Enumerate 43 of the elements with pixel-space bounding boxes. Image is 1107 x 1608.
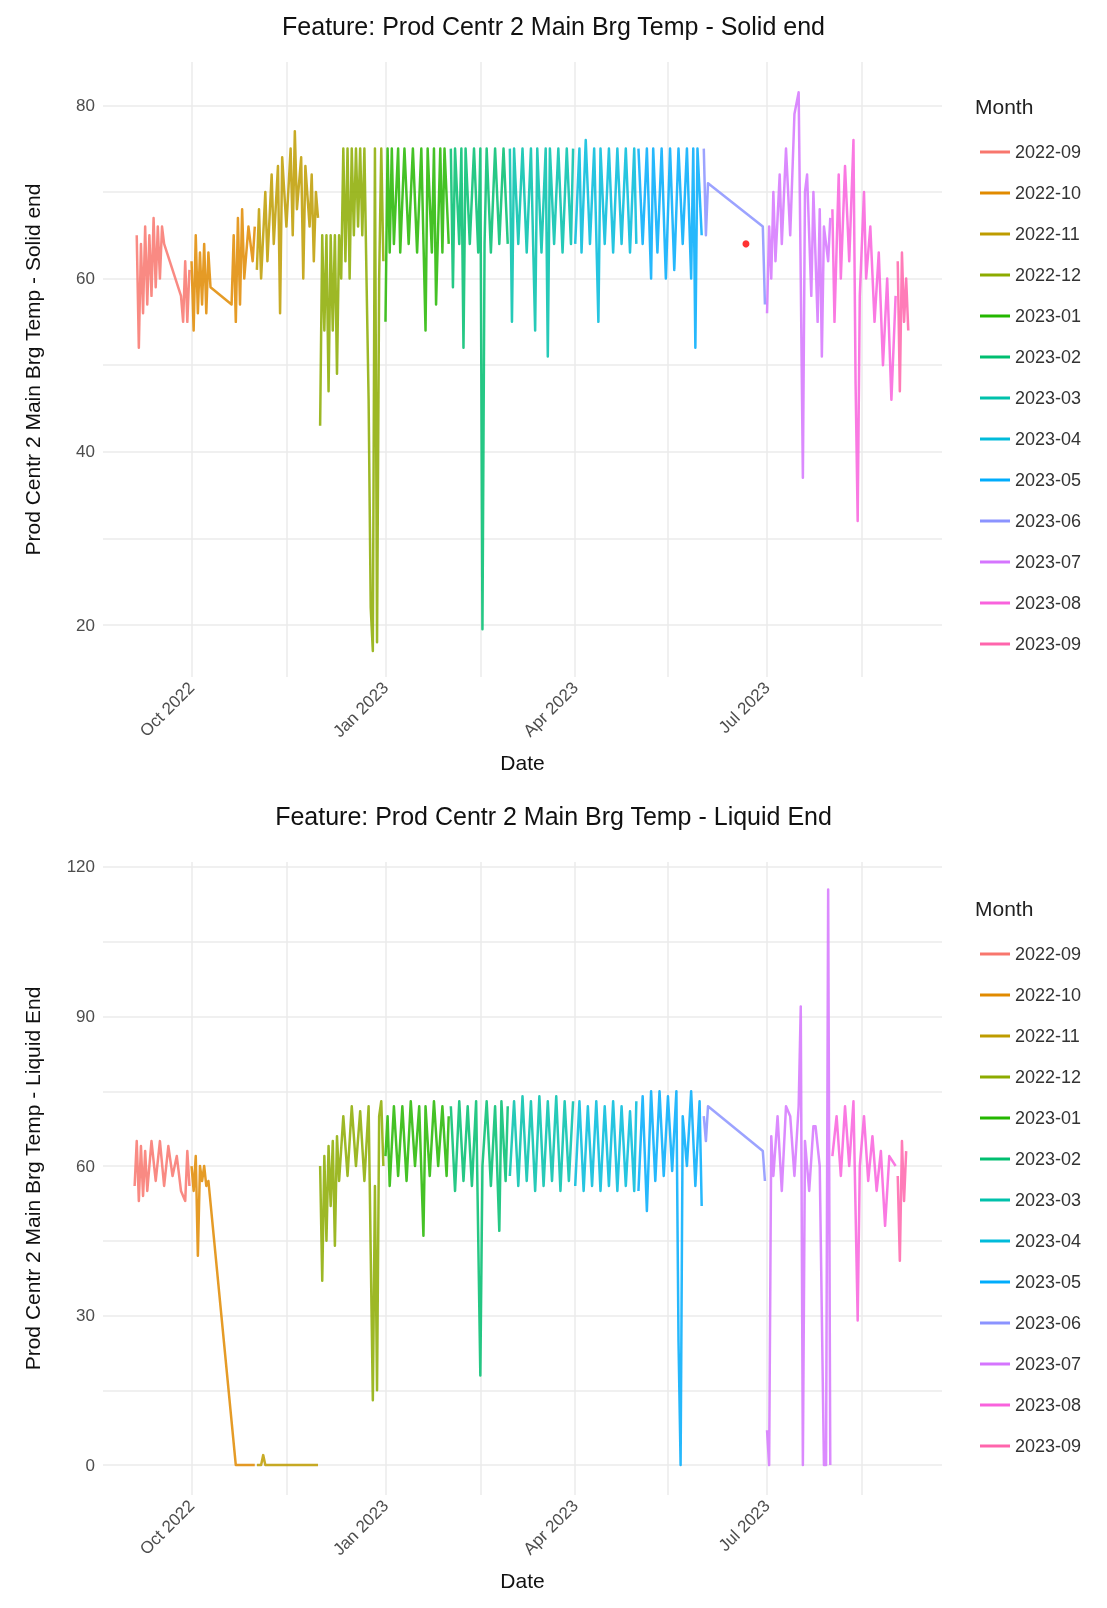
legend-label: 2022-11 bbox=[1015, 1026, 1080, 1046]
legend-label: 2022-09 bbox=[1015, 142, 1082, 162]
legend-label: 2023-05 bbox=[1015, 1272, 1082, 1292]
legend-label: 2022-10 bbox=[1015, 183, 1082, 203]
legend-label: 2023-04 bbox=[1015, 1231, 1082, 1251]
y-tick-label: 60 bbox=[76, 269, 95, 289]
legend-label: 2023-07 bbox=[1015, 1354, 1082, 1374]
legend-label: 2023-01 bbox=[1015, 306, 1082, 326]
legend-label: 2023-06 bbox=[1015, 1313, 1082, 1333]
legend-label: 2022-11 bbox=[1015, 224, 1080, 244]
legend-label: 2023-02 bbox=[1015, 347, 1082, 367]
y-tick-label: 60 bbox=[76, 1156, 95, 1176]
legend-label: 2023-02 bbox=[1015, 1149, 1082, 1169]
y-tick-label: 40 bbox=[76, 442, 95, 462]
y-tick-label: 30 bbox=[76, 1306, 95, 1326]
legend-label: 2023-01 bbox=[1015, 1108, 1082, 1128]
legend-title: Month bbox=[975, 95, 1034, 118]
legend-label: 2023-03 bbox=[1015, 1190, 1082, 1210]
x-axis-title: Date bbox=[500, 751, 545, 774]
y-tick-label: 80 bbox=[76, 95, 95, 115]
legend-label: 2022-09 bbox=[1015, 944, 1082, 964]
y-axis-title: Prod Centr 2 Main Brg Temp - Liquid End bbox=[21, 986, 44, 1371]
legend-label: 2023-04 bbox=[1015, 429, 1082, 449]
legend-label: 2023-09 bbox=[1015, 1436, 1082, 1456]
y-tick-label: 0 bbox=[85, 1455, 95, 1475]
y-tick-label: 120 bbox=[66, 857, 95, 877]
y-axis-title: Prod Centr 2 Main Brg Temp - Solid end bbox=[21, 183, 44, 556]
legend-title: Month bbox=[975, 897, 1034, 920]
chart-title: Feature: Prod Centr 2 Main Brg Temp - Solid end bbox=[282, 11, 825, 40]
legend-label: 2022-10 bbox=[1015, 985, 1082, 1005]
y-tick-label: 20 bbox=[76, 615, 95, 635]
legend-label: 2022-12 bbox=[1015, 265, 1082, 285]
y-tick-label: 90 bbox=[76, 1007, 95, 1027]
legend-label: 2023-09 bbox=[1015, 634, 1082, 654]
legend-label: 2023-08 bbox=[1015, 1395, 1082, 1415]
legend-label: 2023-06 bbox=[1015, 511, 1082, 531]
legend-label: 2022-12 bbox=[1015, 1067, 1082, 1087]
legend-label: 2023-08 bbox=[1015, 593, 1082, 613]
legend-label: 2023-07 bbox=[1015, 552, 1082, 572]
legend-label: 2023-03 bbox=[1015, 388, 1082, 408]
chart-title: Feature: Prod Centr 2 Main Brg Temp - Liquid End bbox=[275, 801, 832, 830]
legend-label: 2023-05 bbox=[1015, 470, 1082, 490]
x-axis-title: Date bbox=[500, 1569, 545, 1592]
